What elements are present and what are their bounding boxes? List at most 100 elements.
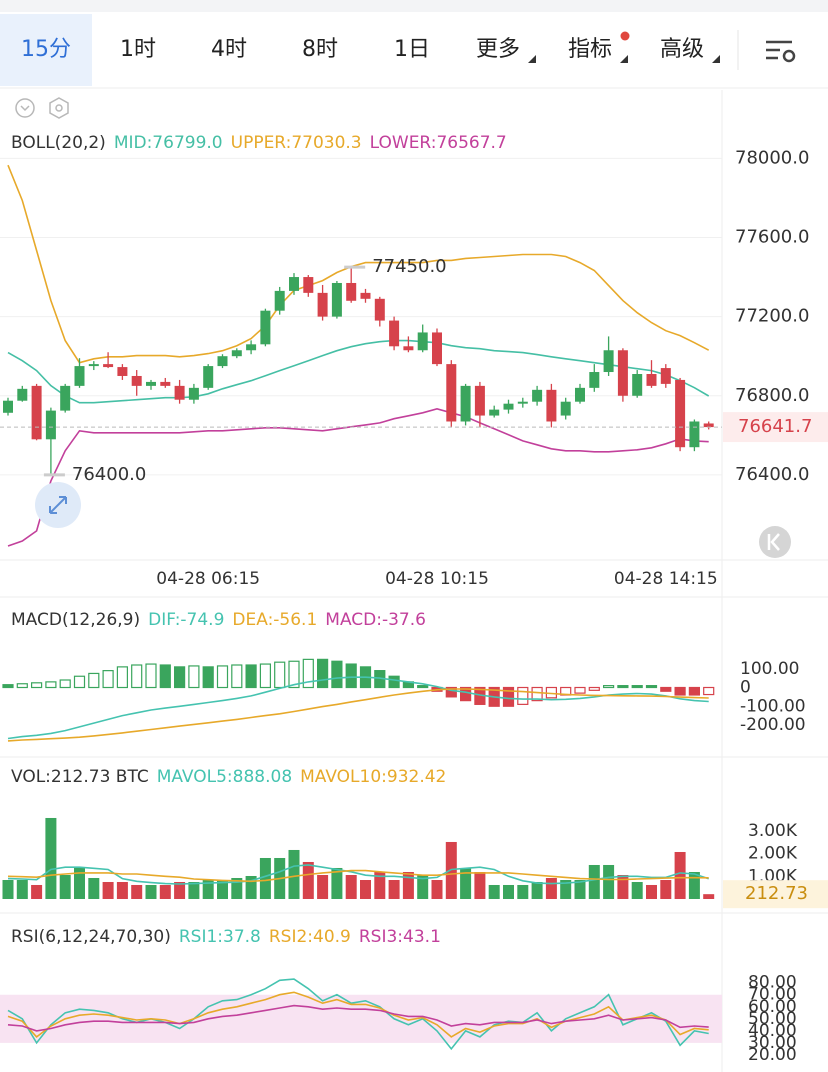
- macd-bar: [102, 670, 114, 689]
- y-tick-label: -100.00: [740, 696, 806, 716]
- macd-bar: [502, 686, 515, 707]
- candle-body: [532, 389, 543, 402]
- tab[interactable]: 指标: [568, 37, 612, 62]
- macd-bar: [517, 686, 529, 705]
- macd-bar: [602, 685, 615, 689]
- tab[interactable]: 更多: [476, 37, 520, 62]
- tab[interactable]: 15分: [21, 37, 71, 62]
- macd-bar: [631, 685, 643, 689]
- scroll-latest-button[interactable]: [759, 526, 791, 558]
- candle-body: [474, 385, 485, 416]
- macd-bar: [259, 663, 271, 689]
- volume-bar: [188, 881, 200, 899]
- macd-bar: [245, 664, 257, 689]
- macd-bar: [274, 661, 286, 689]
- volume-bar: [259, 857, 271, 899]
- candle-body: [3, 400, 13, 413]
- macd-bar: [302, 658, 314, 689]
- macd-bar: [460, 686, 472, 702]
- tab[interactable]: 1日: [394, 37, 430, 62]
- candle-body: [274, 290, 285, 311]
- volume-bar: [145, 884, 157, 899]
- volume-bar: [159, 884, 171, 899]
- candle-body: [603, 350, 614, 373]
- legend-entry: MAVOL10:932.42: [300, 767, 446, 787]
- volume-bar: [688, 871, 700, 899]
- macd-bar: [417, 685, 429, 689]
- y-tick-label: 0: [740, 678, 751, 698]
- volume-bar: [531, 881, 543, 899]
- volume-bar: [631, 881, 643, 899]
- tab[interactable]: 4时: [211, 37, 247, 62]
- legend-entry: DEA:-56.1: [232, 610, 317, 630]
- y-tick-label: 76400.0: [735, 464, 809, 485]
- tab[interactable]: 1时: [120, 37, 156, 62]
- volume-bar: [388, 879, 400, 899]
- y-tick-label: -200.00: [740, 715, 806, 735]
- macd-bar: [660, 686, 672, 692]
- candle-body: [517, 401, 528, 404]
- tab[interactable]: 8时: [302, 37, 338, 62]
- candle-body: [146, 381, 156, 386]
- tab[interactable]: 高级: [660, 37, 704, 62]
- volume-bar: [545, 877, 557, 899]
- last-price-box: [723, 412, 828, 443]
- settings-icon-dot: [55, 104, 63, 112]
- volume-bar: [288, 849, 300, 899]
- candle-body: [217, 356, 228, 367]
- volume-bar: [503, 884, 514, 899]
- settings-button[interactable]: [766, 40, 796, 63]
- macd-bar: [588, 686, 600, 691]
- volume-bar: [45, 817, 57, 899]
- collapse-button[interactable]: [15, 98, 35, 118]
- volume-bar: [660, 879, 672, 899]
- macd-bar: [445, 686, 457, 698]
- indicator-line: [7, 339, 710, 404]
- candle-body: [489, 409, 500, 416]
- volume-bar: [374, 871, 386, 899]
- candle-body: [160, 381, 171, 386]
- volume-bar: [131, 884, 143, 899]
- candle-body: [675, 379, 686, 448]
- extreme-label: 77450.0: [372, 256, 446, 277]
- y-tick-label: 2.00K: [748, 844, 798, 864]
- candle-body: [45, 410, 56, 440]
- y-tick-label: 40.00: [748, 1021, 797, 1041]
- macd-bar: [59, 679, 71, 689]
- legend-entry: RSI1:37.8: [179, 927, 261, 947]
- macd-bar: [131, 664, 143, 689]
- macd-bar: [574, 686, 586, 694]
- macd-bar: [231, 664, 243, 689]
- volume-bar: [74, 867, 85, 899]
- macd-bar: [688, 686, 701, 696]
- volume-bar: [202, 879, 214, 899]
- macd-bar: [145, 663, 157, 689]
- candle-body: [575, 387, 585, 402]
- macd-bar: [16, 683, 28, 689]
- candle-body: [131, 375, 142, 386]
- candle-body: [188, 387, 199, 400]
- pane-title: BOLL(20,2): [11, 133, 106, 153]
- volume-bar: [16, 879, 28, 899]
- candle-body: [546, 389, 557, 422]
- legend-entry: RSI3:43.1: [359, 927, 441, 947]
- candle-body: [331, 282, 342, 317]
- candle-body: [203, 366, 214, 388]
- candle-body: [246, 344, 257, 351]
- volume-bar: [617, 874, 629, 899]
- candle-body: [88, 364, 99, 367]
- volume-bar: [360, 879, 371, 899]
- candle-body: [703, 423, 714, 428]
- macd-bar: [216, 665, 229, 689]
- y-tick-label: 78000.0: [735, 147, 809, 168]
- candle-body: [646, 374, 657, 386]
- volume-bar: [59, 874, 71, 899]
- candle-body: [432, 332, 442, 365]
- macd-bar: [73, 675, 86, 689]
- last-price-label: 76641.7: [738, 416, 812, 437]
- candle-body: [231, 350, 242, 357]
- settings-icon[interactable]: [49, 97, 69, 119]
- volume-bar: [488, 884, 500, 899]
- indicator-line: [7, 164, 710, 364]
